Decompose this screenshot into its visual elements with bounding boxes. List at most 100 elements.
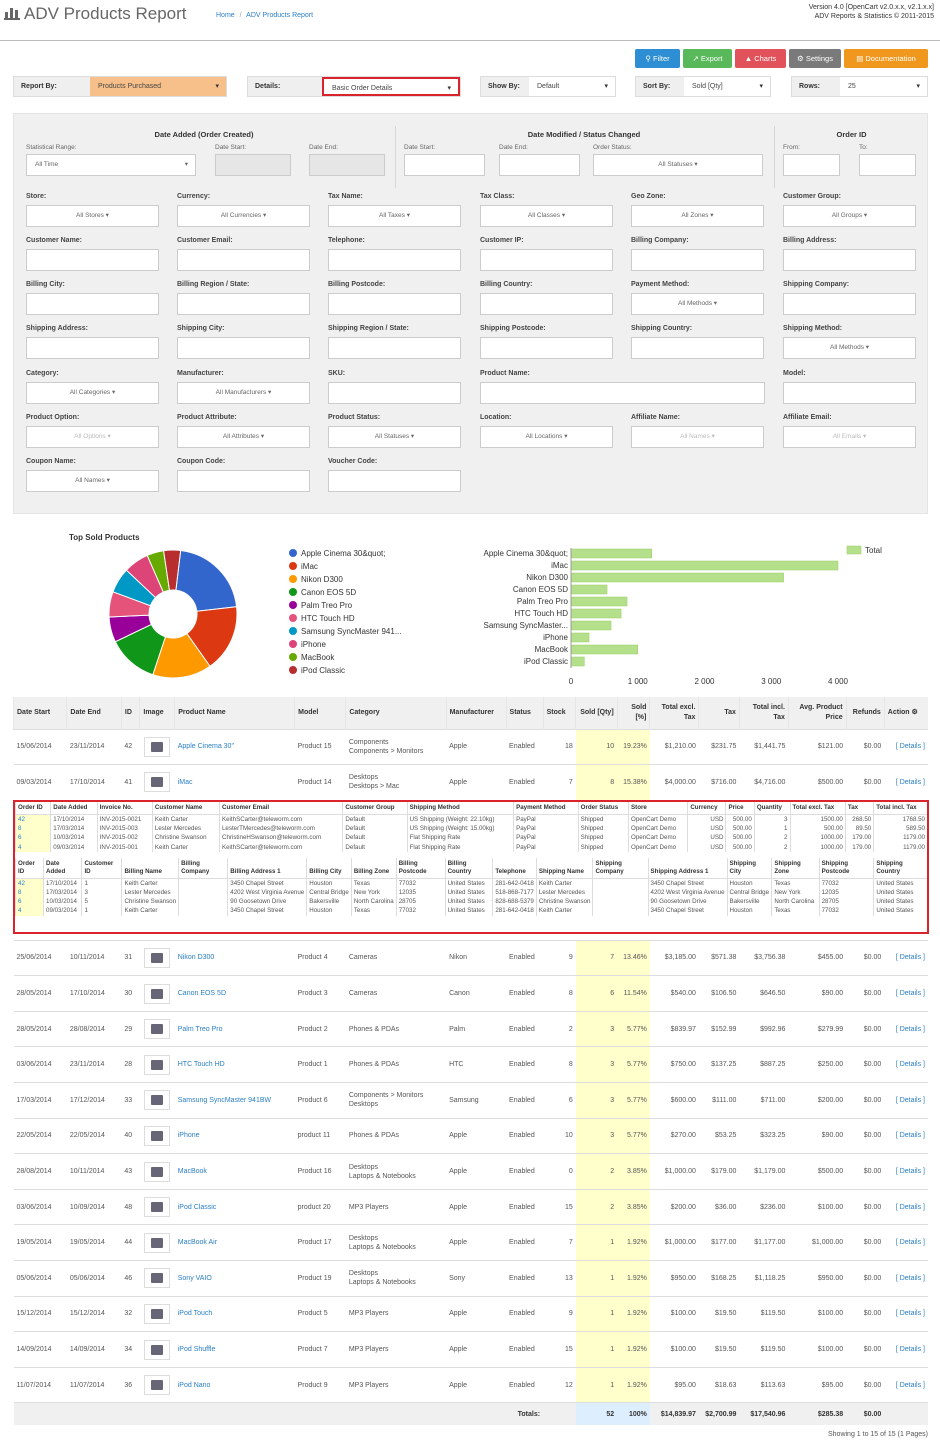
ipod-icon[interactable]: [144, 1303, 171, 1324]
breadcrumb-home[interactable]: Home: [216, 12, 235, 19]
column-header-status[interactable]: Status: [505, 697, 544, 729]
billing-postcode-input[interactable]: [328, 293, 461, 315]
show-by-value[interactable]: Default: [529, 77, 615, 96]
cell-name[interactable]: Samsung SyncMaster 941BW: [174, 1082, 295, 1119]
modified-date-end-input[interactable]: [499, 154, 580, 176]
shipping-city-input[interactable]: [177, 337, 310, 359]
export-button[interactable]: ↗ Export: [683, 49, 732, 68]
affiliate-email-select[interactable]: All Emails ▾: [783, 426, 916, 448]
order-id-link[interactable]: 42: [18, 879, 25, 887]
telephone-input[interactable]: [328, 249, 461, 271]
order-id-to-input[interactable]: [859, 154, 916, 176]
column-header-sold[interactable]: Sold [%]: [616, 697, 650, 729]
sku-input[interactable]: [328, 382, 461, 404]
date-end-input[interactable]: [309, 154, 385, 176]
customer-email-input[interactable]: [177, 249, 310, 271]
column-header-date-end[interactable]: Date End: [66, 697, 122, 729]
documentation-button[interactable]: ▤ Documentation: [844, 49, 928, 68]
tax-class-select[interactable]: All Classes ▾: [480, 205, 613, 227]
billing-city-input[interactable]: [26, 293, 159, 315]
column-header-category[interactable]: Category: [345, 697, 447, 729]
show-by-select[interactable]: Show By: Default: [480, 76, 616, 97]
column-header-date-start[interactable]: Date Start: [12, 697, 67, 729]
cell-name[interactable]: iPod Touch: [174, 1295, 295, 1332]
order-id-link[interactable]: 6: [18, 898, 22, 906]
cell-action[interactable]: [ Details ]: [884, 1117, 928, 1154]
payment-method-select[interactable]: All Methods ▾: [631, 293, 764, 315]
rows-select[interactable]: Rows: 25: [791, 76, 928, 97]
tax-name-select[interactable]: All Taxes ▾: [328, 205, 461, 227]
shipping-address-input[interactable]: [26, 337, 159, 359]
billing-company-input[interactable]: [631, 249, 764, 271]
column-header-manufacturer[interactable]: Manufacturer: [445, 697, 507, 729]
cell-action[interactable]: [ Details ]: [884, 1046, 928, 1083]
cell-action[interactable]: [ Details ]: [884, 1153, 928, 1190]
phone-icon[interactable]: [144, 1054, 171, 1075]
ipod-icon[interactable]: [144, 1197, 171, 1218]
order-id-link[interactable]: 4: [18, 843, 22, 851]
voucher-code-input[interactable]: [328, 470, 461, 492]
shipping-postcode-input[interactable]: [480, 337, 613, 359]
model-input[interactable]: [783, 382, 916, 404]
charts-button[interactable]: ▲ Charts: [735, 49, 786, 68]
coupon-name-select[interactable]: All Names ▾: [26, 470, 159, 492]
cell-name[interactable]: iPhone: [174, 1117, 295, 1154]
column-header-image[interactable]: Image: [139, 697, 175, 729]
rows-value[interactable]: 25: [840, 77, 927, 96]
order-id-link[interactable]: 42: [18, 816, 25, 823]
date-start-input[interactable]: [215, 154, 291, 176]
cell-action[interactable]: [ Details ]: [884, 1366, 928, 1403]
location-select[interactable]: All Locations ▾: [480, 426, 613, 448]
cell-action[interactable]: [ Details ]: [884, 764, 928, 801]
billing-address-input[interactable]: [783, 249, 916, 271]
cell-name[interactable]: MacBook Air: [174, 1224, 295, 1261]
coupon-code-input[interactable]: [177, 470, 310, 492]
column-header-sold-qty[interactable]: Sold [Qty]: [575, 697, 618, 729]
billing-country-input[interactable]: [480, 293, 613, 315]
geo-zone-select[interactable]: All Zones ▾: [631, 205, 764, 227]
cell-name[interactable]: Nikon D300: [174, 939, 295, 976]
camera-icon[interactable]: [144, 947, 171, 968]
monitor-icon[interactable]: [144, 1090, 171, 1111]
product-attribute-select[interactable]: All Attributes ▾: [177, 426, 310, 448]
currency-select[interactable]: All Currencies ▾: [177, 205, 310, 227]
details-value[interactable]: Basic Order Details: [322, 77, 460, 98]
cell-name[interactable]: iPod Classic: [174, 1188, 295, 1225]
shipping-region-state-input[interactable]: [328, 337, 461, 359]
cell-action[interactable]: [ Details ]: [884, 1260, 928, 1297]
cell-action[interactable]: [ Details ]: [884, 1082, 928, 1119]
order-id-from-input[interactable]: [783, 154, 840, 176]
details-select[interactable]: Details: Basic Order Details: [247, 76, 461, 98]
imac-icon[interactable]: [144, 772, 171, 793]
column-header-stock[interactable]: Stock: [542, 697, 576, 729]
laptop-icon[interactable]: [144, 1232, 171, 1253]
column-header-id[interactable]: ID: [120, 697, 140, 729]
laptop-icon[interactable]: [144, 1268, 171, 1289]
customer-name-input[interactable]: [26, 249, 159, 271]
column-header-product-name[interactable]: Product Name: [174, 697, 295, 729]
column-header-tax[interactable]: Tax: [698, 697, 740, 729]
column-header-refunds[interactable]: Refunds: [845, 697, 885, 729]
cell-name[interactable]: iMac: [174, 764, 295, 801]
shipping-method-select[interactable]: All Methods ▾: [783, 337, 916, 359]
cell-action[interactable]: [ Details ]: [884, 939, 928, 976]
column-header-total-incl-tax[interactable]: Total incl. Tax: [738, 697, 789, 729]
laptop-icon[interactable]: [144, 1161, 171, 1182]
shipping-country-input[interactable]: [631, 337, 764, 359]
cell-action[interactable]: [ Details ]: [884, 1331, 928, 1368]
billing-region-state-input[interactable]: [177, 293, 310, 315]
affiliate-name-select[interactable]: All Names ▾: [631, 426, 764, 448]
cell-name[interactable]: iPod Nano: [174, 1366, 295, 1403]
cell-name[interactable]: Palm Treo Pro: [174, 1010, 295, 1047]
product-status-select[interactable]: All Statuses ▾: [328, 426, 461, 448]
cell-action[interactable]: [ Details ]: [884, 1295, 928, 1332]
customer-ip-input[interactable]: [480, 249, 613, 271]
cell-action[interactable]: [ Details ]: [884, 1010, 928, 1047]
camera-icon[interactable]: [144, 983, 171, 1004]
column-header-action[interactable]: Action ⚙: [883, 697, 928, 729]
cell-name[interactable]: iPod Shuffle: [174, 1331, 295, 1368]
phone-icon[interactable]: [144, 1125, 171, 1146]
phone-icon[interactable]: [144, 1019, 171, 1040]
statistical-range-select[interactable]: All Time ▾: [26, 154, 196, 176]
cell-action[interactable]: [ Details ]: [884, 728, 928, 765]
